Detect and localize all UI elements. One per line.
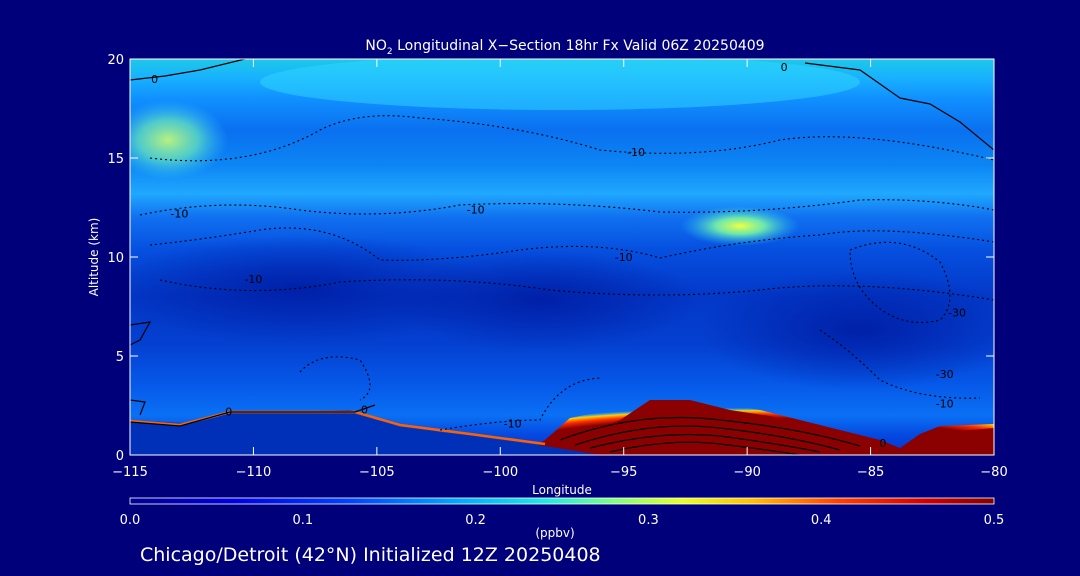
- colorbar-label: (ppbv): [535, 526, 574, 540]
- contour-label: -10: [627, 146, 645, 159]
- dotted-contour-lower: [439, 377, 601, 431]
- colorbar-tick-label: 0.0: [120, 513, 141, 528]
- x-tick-label: −110: [236, 465, 272, 480]
- colorbar-ticks: 0.0 0.1 0.2 0.3 0.4 0.5: [120, 513, 1005, 528]
- contour-label: -10: [504, 417, 522, 430]
- contour-zero-top-east: [804, 62, 994, 151]
- hotspot-upper-west: [130, 100, 228, 180]
- y-tick-label: 5: [116, 350, 124, 365]
- y-tick-label: 10: [107, 251, 124, 266]
- contour-label: -10: [170, 207, 188, 220]
- contour-label: -30: [948, 306, 966, 319]
- x-tick-label: −105: [359, 465, 395, 480]
- plot-area: 0 0 -10 -10 -10 -10 -10 -30 -30 -10 0 0 -10 0: [130, 59, 994, 455]
- dotted-contour-east-loop: [849, 241, 951, 324]
- hotspot-upper-east: [680, 206, 800, 246]
- contour-west-stub: [130, 321, 152, 346]
- contour-labels: 0 0 -10 -10 -10 -10 -10 -30 -30 -10 0 0 -10 0: [151, 61, 966, 450]
- axes: −115 −110 −105 −100 −95 −90 −85 −80 0 5 10 15 20: [107, 53, 1007, 480]
- y-tick-label: 20: [107, 53, 124, 68]
- colorbar-tick-label: 0.1: [292, 513, 313, 528]
- contour-plume-2: [574, 425, 841, 451]
- contour-label: 0: [781, 61, 788, 74]
- colorbar-tick-label: 0.5: [984, 513, 1005, 528]
- dotted-contour-10km: [149, 227, 994, 261]
- footer-caption: Chicago/Detroit (42°N) Initialized 12Z 2…: [140, 544, 601, 566]
- terrain: [130, 414, 600, 455]
- contour-lines: [130, 59, 994, 455]
- colorbar-tick-label: 0.4: [811, 513, 832, 528]
- contour-plume-1: [559, 416, 861, 447]
- y-tick-label: 0: [116, 449, 124, 464]
- contour-label: -10: [936, 398, 954, 411]
- contour-plume-3: [589, 433, 821, 453]
- contour-label: 0: [879, 437, 886, 450]
- contour-plume-4: [609, 441, 801, 455]
- x-tick-label: −80: [980, 465, 1007, 480]
- y-axis-label: Altitude (km): [87, 218, 101, 297]
- contour-label: -10: [615, 251, 633, 264]
- colorbar: [130, 498, 994, 504]
- contour-zero-surface: [130, 404, 376, 427]
- surface-plume-core: [540, 400, 994, 455]
- dotted-contour-upper: [149, 115, 994, 162]
- contour-label: -30: [936, 368, 954, 381]
- y-tick-label: 15: [107, 152, 124, 167]
- x-axis-label: Longitude: [532, 483, 592, 497]
- contour-label: 0: [151, 73, 158, 86]
- contour-label: -10: [244, 273, 262, 286]
- contour-label: 0: [361, 403, 368, 416]
- dotted-contours: [139, 115, 994, 431]
- x-tick-label: −90: [733, 465, 760, 480]
- dark-region-mid: [380, 250, 700, 350]
- colorbar-tick-label: 0.3: [638, 513, 659, 528]
- colorbar-tick-label: 0.2: [465, 513, 486, 528]
- x-tick-label: −115: [112, 465, 148, 480]
- dotted-contour-mid: [299, 356, 371, 401]
- colorbar-frame: [129, 497, 995, 505]
- x-tick-label: −100: [482, 465, 518, 480]
- dark-region-east: [700, 270, 994, 390]
- x-tick-label: −95: [610, 465, 637, 480]
- contour-label: 0: [225, 405, 232, 418]
- contour-zero-top-west: [130, 59, 246, 81]
- bright-band-top: [260, 59, 860, 110]
- contour-label: -10: [467, 203, 485, 216]
- contour-west-stub-low: [130, 399, 146, 416]
- chart-title: NO2 Longitudinal X−Section 18hr Fx Valid…: [365, 38, 764, 57]
- x-tick-label: −85: [857, 465, 884, 480]
